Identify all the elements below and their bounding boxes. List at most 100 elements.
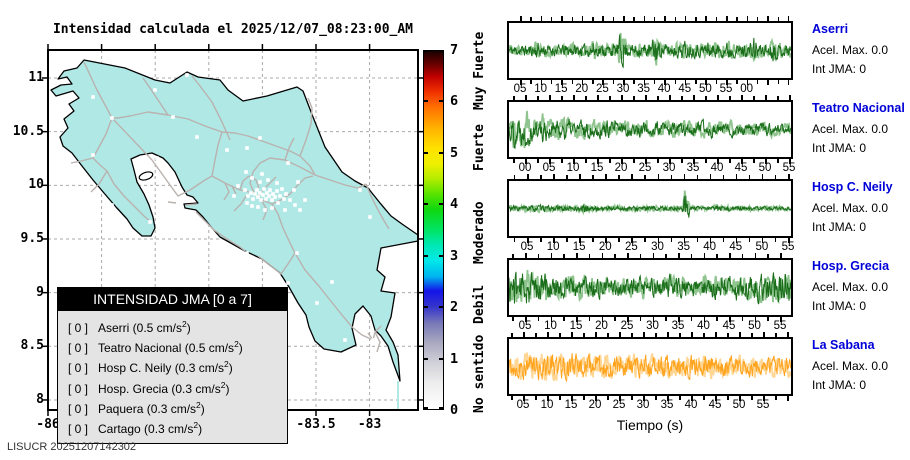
x-axis-tick bbox=[535, 333, 537, 337]
seismogram-plot-area bbox=[507, 21, 793, 80]
x-axis-tick bbox=[657, 96, 659, 100]
x-tick-label: 55 bbox=[782, 162, 796, 174]
int-jma-label: Int JMA: 0 bbox=[812, 299, 867, 313]
road bbox=[233, 195, 247, 212]
x-tick-label: 55 bbox=[756, 399, 770, 411]
colorbar-tick-label: 5 bbox=[450, 144, 459, 161]
station-marker bbox=[283, 208, 287, 212]
x-tick-label: 45 bbox=[678, 83, 692, 95]
x-axis-tick bbox=[549, 95, 551, 100]
station-marker bbox=[232, 194, 236, 198]
x-tick-label: 20 bbox=[595, 320, 608, 332]
x-axis-tick bbox=[705, 80, 707, 85]
road bbox=[261, 200, 268, 221]
x-axis-tick bbox=[527, 174, 529, 179]
x-axis-tick bbox=[774, 238, 777, 242]
legend-item: [ 0 ] Hosp C. Neily (0.3 cm/s2) bbox=[68, 359, 233, 376]
intensity-colorbar bbox=[423, 50, 444, 410]
x-tick-label: 20 bbox=[598, 241, 612, 253]
x-axis-tick bbox=[669, 159, 671, 164]
seismogram-teatro-nacional: Teatro Nacional Acel. Max. 0.0 Int JMA: … bbox=[507, 92, 910, 174]
lat-tick-label: 9 bbox=[36, 284, 44, 300]
x-axis-tick bbox=[683, 174, 686, 179]
station-marker bbox=[225, 148, 229, 152]
station-marker bbox=[278, 194, 282, 198]
int-jma-label: Int JMA: 0 bbox=[812, 62, 867, 76]
x-axis-tick bbox=[566, 238, 568, 242]
x-axis-tick bbox=[633, 17, 635, 21]
road bbox=[239, 175, 260, 191]
x-tick-label: 10 bbox=[534, 83, 547, 95]
station-marker bbox=[258, 180, 262, 184]
seismogram-plot-area bbox=[507, 179, 793, 238]
x-axis-tick bbox=[535, 396, 537, 400]
x-axis-tick bbox=[645, 159, 647, 164]
station-marker bbox=[203, 233, 207, 237]
seismogram-hosp-c-neily: Hosp C. Neily Acel. Max. 0.0 Int JMA: 0 … bbox=[507, 171, 910, 253]
x-axis-tick bbox=[664, 80, 666, 85]
x-axis-tick bbox=[761, 238, 764, 243]
station-marker bbox=[195, 135, 199, 139]
seismogram-la-sabana: La Sabana Acel. Max. 0.0 Int JMA: 0 05 10… bbox=[507, 329, 910, 411]
x-axis-tick bbox=[767, 254, 769, 258]
lon-tick-label: -83 bbox=[357, 417, 382, 432]
x-axis-tick bbox=[727, 396, 729, 400]
x-axis-tick bbox=[652, 253, 654, 258]
x-axis-tick bbox=[553, 238, 555, 243]
road bbox=[195, 211, 246, 252]
x-axis-tick bbox=[601, 317, 603, 322]
x-tick-label: 00 bbox=[518, 162, 532, 174]
x-axis-tick bbox=[513, 175, 516, 179]
x-axis-tick bbox=[753, 96, 755, 100]
colorbar-tick bbox=[439, 407, 444, 409]
road bbox=[284, 137, 295, 161]
x-tick-label: 45 bbox=[722, 320, 736, 332]
colorbar-tick bbox=[423, 254, 428, 257]
legend-item: [ 0 ] Paquera (0.3 cm/s2) bbox=[68, 399, 205, 416]
x-axis-tick bbox=[741, 254, 744, 258]
colorbar-tick bbox=[423, 100, 428, 103]
seismogram-plot-area bbox=[507, 258, 793, 317]
x-tick-label: 05 bbox=[516, 399, 530, 411]
lat-tick-label: 9.5 bbox=[20, 230, 44, 246]
x-tick-label: 50 bbox=[758, 162, 772, 174]
x-axis-tick bbox=[571, 332, 573, 337]
x-axis-tick bbox=[619, 396, 621, 401]
colorbar-tick-label: 4 bbox=[450, 196, 459, 213]
x-axis-tick bbox=[665, 254, 667, 258]
x-axis-tick bbox=[777, 96, 779, 100]
x-axis-tick bbox=[618, 175, 620, 179]
x-axis-tick bbox=[748, 175, 751, 179]
x-axis-tick bbox=[696, 238, 699, 242]
x-tick-label: 25 bbox=[620, 320, 634, 332]
gulf-island bbox=[138, 171, 154, 181]
waveform bbox=[509, 34, 791, 69]
x-axis-tick bbox=[726, 80, 728, 85]
road bbox=[231, 185, 237, 195]
x-axis-tick bbox=[787, 16, 790, 21]
x-axis-tick bbox=[669, 95, 671, 100]
x-axis-tick bbox=[537, 159, 539, 163]
x-tick-label: 50 bbox=[755, 241, 769, 253]
x-axis-tick bbox=[657, 159, 659, 163]
x-axis-tick bbox=[561, 159, 563, 163]
road bbox=[249, 157, 367, 194]
station-marker bbox=[244, 170, 248, 174]
x-axis-tick bbox=[592, 238, 594, 242]
x-tick-label: 15 bbox=[569, 320, 583, 332]
x-axis-tick bbox=[571, 17, 573, 21]
x-axis-tick bbox=[550, 80, 553, 84]
x-tick-label: 30 bbox=[662, 162, 676, 174]
x-axis-tick bbox=[561, 80, 563, 85]
x-axis-tick bbox=[653, 80, 656, 84]
x-axis-tick bbox=[592, 175, 594, 179]
x-axis-tick bbox=[670, 175, 673, 179]
station-marker bbox=[243, 188, 247, 192]
colorbar-tick bbox=[423, 151, 428, 154]
x-axis-tick bbox=[684, 16, 687, 21]
legend-item: [ 0 ] Hosp. Grecia (0.3 cm/s2) bbox=[68, 379, 230, 396]
x-axis-tick bbox=[777, 159, 779, 163]
seismogram-hosp-grecia: Hosp. Grecia Acel. Max. 0.0 Int JMA: 0 0… bbox=[507, 250, 910, 332]
x-axis-tick bbox=[561, 96, 563, 100]
